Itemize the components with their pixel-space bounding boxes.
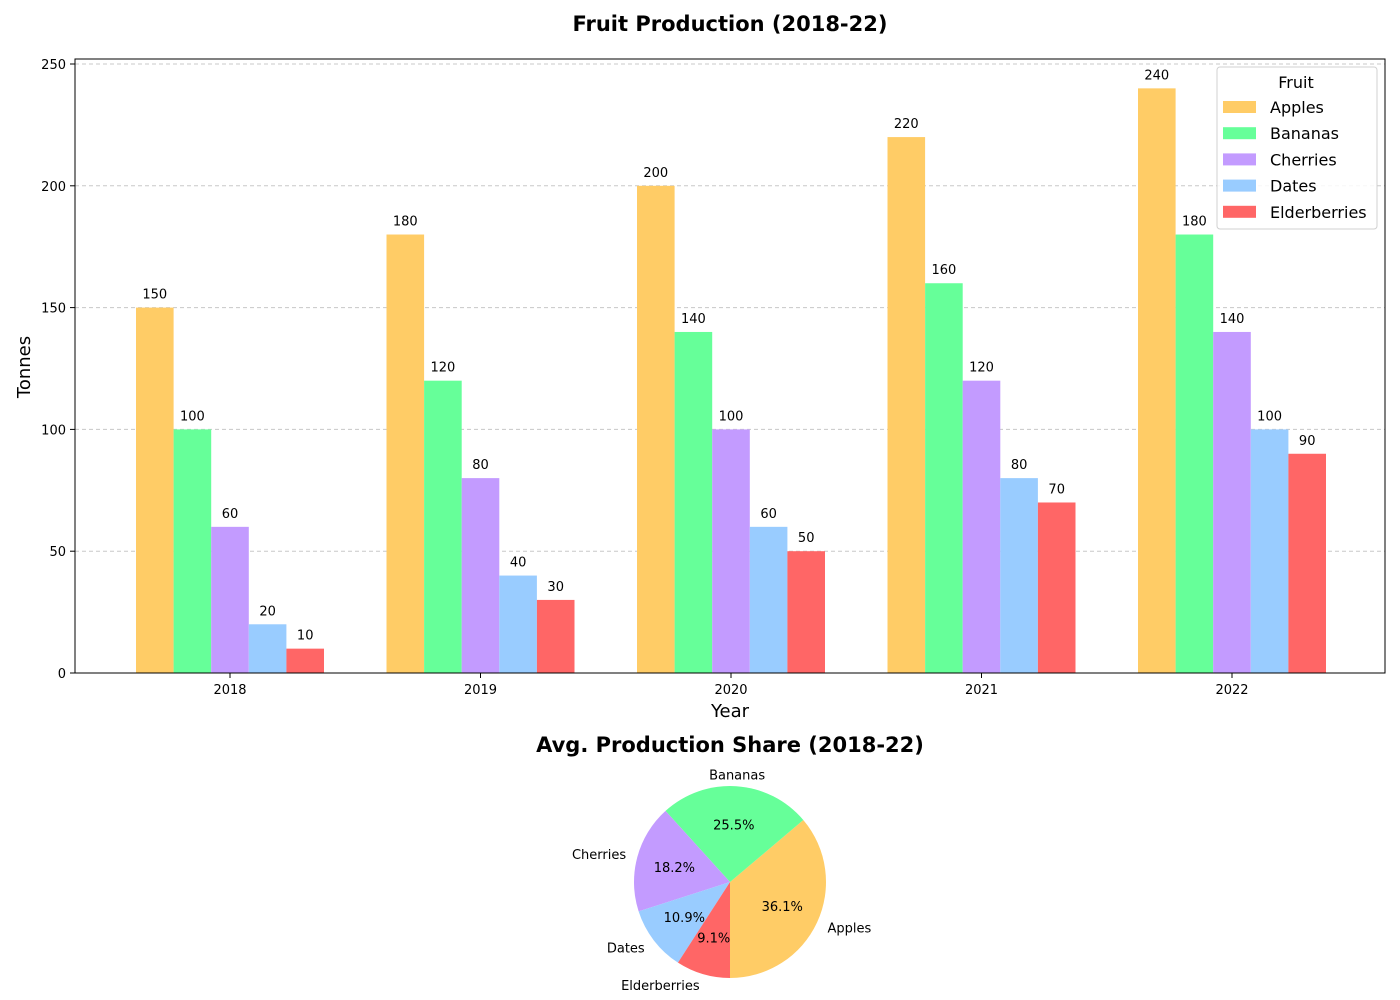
pie-slice-label: Bananas	[709, 769, 765, 784]
legend-swatch-cherries	[1223, 153, 1256, 166]
bar-value-label: 10	[297, 629, 314, 644]
x-tick-label: 2018	[213, 683, 246, 698]
bar-bananas-2020	[674, 331, 713, 673]
bar-value-label: 100	[1257, 409, 1282, 424]
pie-slice-label: Cherries	[572, 848, 626, 863]
bar-dates-2021	[1000, 478, 1038, 673]
pie-slice-label: Dates	[607, 941, 645, 956]
bar-bananas-2019	[424, 380, 462, 673]
bar-value-label: 180	[393, 215, 418, 230]
bar-value-label: 90	[1299, 434, 1316, 449]
pie-percent-label: 36.1%	[762, 900, 803, 915]
legend-swatch-dates	[1223, 179, 1256, 192]
pie-slice-bananas	[665, 786, 804, 882]
bar-cherries-2019	[461, 478, 500, 673]
y-tick-label: 50	[49, 545, 66, 560]
legend-swatch-elderberries	[1223, 205, 1256, 218]
legend-label-cherries: Cherries	[1270, 150, 1337, 169]
pie-slice-elderberries	[677, 882, 730, 978]
legend-swatch-bananas	[1223, 127, 1256, 140]
bar-value-label: 220	[894, 117, 919, 132]
bar-value-label: 150	[142, 288, 167, 303]
bar-elderberries-2021	[1037, 502, 1076, 673]
pie-percent-label: 9.1%	[697, 931, 730, 946]
pie-percent-label: 18.2%	[654, 861, 695, 876]
bar-value-label: 70	[1048, 482, 1065, 497]
plot-frame	[74, 58, 1386, 674]
bar-value-label: 60	[760, 507, 777, 522]
bar-cherries-2018	[211, 526, 249, 673]
bar-chart-title: Fruit Production (2018-22)	[573, 12, 888, 36]
bar-bananas-2022	[1175, 234, 1214, 673]
pie-slice-dates	[638, 882, 730, 963]
bar-value-label: 50	[798, 531, 815, 546]
bar-bananas-2021	[925, 283, 963, 673]
x-tick-label: 2019	[464, 683, 497, 698]
x-tick-label: 2021	[965, 683, 998, 698]
bar-apples-2018	[136, 307, 174, 673]
bar-value-label: 100	[719, 409, 744, 424]
y-tick-label: 250	[41, 58, 66, 73]
legend-label-dates: Dates	[1270, 177, 1317, 196]
bar-apples-2021	[887, 137, 926, 673]
x-axis-label: Year	[710, 701, 750, 722]
bar-value-label: 60	[222, 507, 239, 522]
legend-box	[1216, 66, 1378, 230]
bar-value-label: 140	[681, 312, 706, 327]
bar-elderberries-2019	[536, 599, 575, 673]
pie-percent-label: 10.9%	[664, 911, 705, 926]
legend-label-elderberries: Elderberries	[1270, 203, 1367, 222]
bar-value-label: 100	[180, 409, 205, 424]
bar-dates-2019	[499, 575, 537, 673]
legend-label-bananas: Bananas	[1270, 124, 1339, 143]
legend-title: Fruit	[1278, 73, 1313, 92]
bar-value-label: 20	[259, 604, 276, 619]
bar-value-label: 80	[472, 458, 489, 473]
bar-value-label: 180	[1182, 215, 1207, 230]
y-tick-label: 200	[41, 180, 66, 195]
x-tick-label: 2022	[1215, 683, 1248, 698]
bar-dates-2022	[1250, 429, 1289, 673]
bar-elderberries-2018	[286, 648, 324, 673]
y-tick-label: 100	[41, 423, 66, 438]
bar-value-label: 240	[1144, 68, 1169, 83]
bar-elderberries-2020	[787, 551, 825, 673]
bar-value-label: 40	[510, 556, 527, 571]
pie-slice-apples	[730, 820, 826, 978]
y-tick-label: 150	[41, 302, 66, 317]
bar-apples-2022	[1138, 88, 1176, 674]
bar-value-label: 120	[969, 361, 994, 376]
pie-chart-title: Avg. Production Share (2018-22)	[536, 733, 924, 757]
bar-value-label: 30	[547, 580, 564, 595]
x-tick-label: 2020	[714, 683, 747, 698]
pie-slice-label: Elderberries	[621, 979, 700, 994]
bar-cherries-2022	[1213, 331, 1251, 673]
legend-label-apples: Apples	[1270, 98, 1324, 117]
bar-value-label: 120	[430, 361, 455, 376]
bar-apples-2020	[637, 185, 675, 674]
pie-slice-label: Apples	[828, 921, 872, 936]
bar-cherries-2021	[962, 380, 1001, 673]
bar-value-label: 80	[1011, 458, 1028, 473]
bar-apples-2019	[386, 234, 425, 673]
bar-elderberries-2022	[1288, 453, 1326, 673]
legend-swatch-apples	[1223, 101, 1256, 113]
y-axis-label: Tonnes	[14, 336, 35, 399]
bar-value-label: 160	[931, 263, 956, 278]
y-tick-label: 0	[58, 667, 66, 682]
pie-percent-label: 25.5%	[713, 819, 754, 834]
bar-bananas-2018	[173, 429, 212, 673]
bar-dates-2018	[248, 624, 287, 673]
bar-value-label: 200	[643, 166, 668, 181]
bar-dates-2020	[749, 526, 788, 673]
bar-cherries-2020	[712, 429, 750, 673]
bar-value-label: 140	[1220, 312, 1245, 327]
pie-slice-cherries	[634, 810, 730, 912]
